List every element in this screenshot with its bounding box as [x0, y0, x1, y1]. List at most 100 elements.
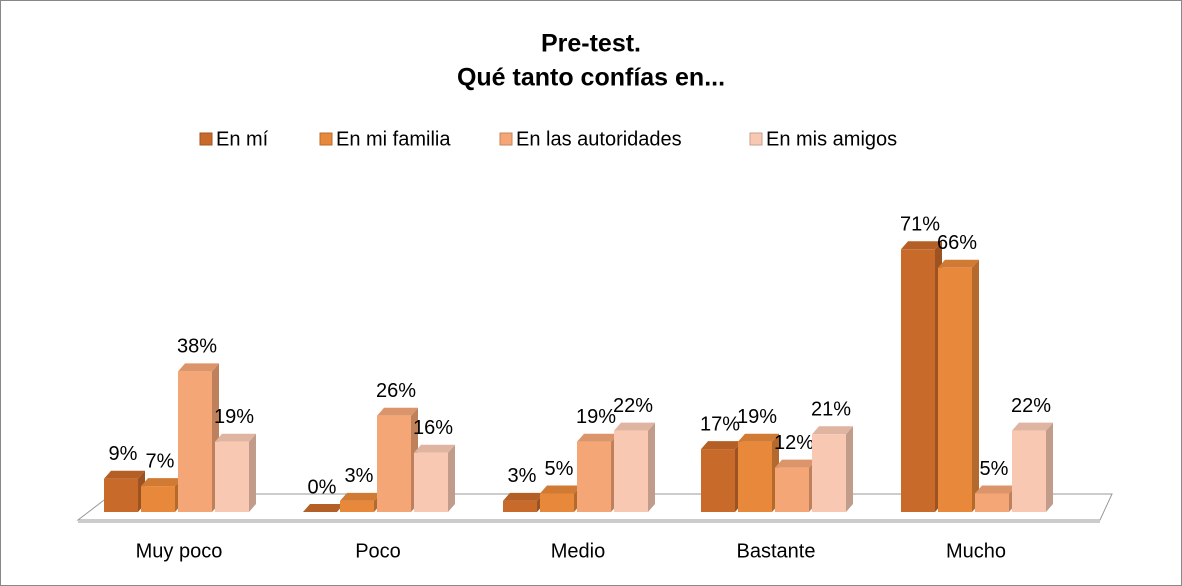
bar	[738, 433, 779, 512]
bar	[503, 492, 544, 512]
legend-label: En las autoridades	[516, 128, 682, 150]
bar-side	[448, 444, 455, 512]
bar-top	[540, 485, 581, 494]
bar	[614, 422, 655, 512]
bar-front	[178, 371, 212, 512]
bar	[141, 478, 182, 512]
data-label: 17%	[700, 413, 740, 435]
legend-swatch	[499, 132, 513, 146]
bar-front	[812, 434, 846, 512]
bar-side	[846, 426, 853, 512]
x-tick-label: Poco	[355, 540, 401, 562]
data-label: 16%	[413, 417, 453, 439]
legend-label: En mí	[216, 128, 269, 150]
bar-front	[614, 430, 648, 512]
bar-top	[614, 422, 655, 431]
data-label: 22%	[613, 395, 653, 417]
bar-front	[141, 486, 175, 512]
data-label: 5%	[545, 458, 574, 480]
bar-top	[901, 241, 942, 250]
bar	[303, 504, 344, 512]
bar-side	[648, 422, 655, 512]
bar-front	[503, 500, 537, 512]
bar-top	[738, 433, 779, 442]
bar-top	[414, 444, 455, 453]
bar-front	[1012, 430, 1046, 512]
data-label: 12%	[774, 432, 814, 454]
chart-title: Pre-test.	[541, 30, 641, 58]
bar-front	[340, 500, 374, 512]
data-label: 5%	[980, 458, 1009, 480]
bar-front	[577, 441, 611, 512]
legend-label: En mi familia	[336, 128, 451, 150]
legend-label: En mis amigos	[766, 128, 897, 150]
bar-top	[503, 492, 544, 501]
bar	[901, 241, 942, 513]
bar	[215, 433, 256, 512]
data-label: 19%	[737, 406, 777, 428]
bar-side	[1046, 422, 1053, 512]
bar-top	[104, 470, 145, 479]
data-label: 38%	[177, 336, 217, 358]
data-label: 9%	[109, 443, 138, 465]
bar-top	[812, 426, 853, 435]
bar-side	[249, 433, 256, 512]
data-label: 3%	[345, 465, 374, 487]
data-label: 66%	[937, 232, 977, 254]
bar-top	[141, 478, 182, 487]
bar-top	[1012, 422, 1053, 431]
bar	[340, 492, 381, 512]
bar-side	[972, 259, 979, 512]
x-tick-label: Bastante	[737, 540, 816, 562]
bar-front	[775, 467, 809, 512]
bar	[377, 407, 418, 512]
bar	[975, 485, 1016, 512]
data-label: 0%	[308, 476, 337, 498]
bar-front	[540, 493, 574, 512]
bar-top	[701, 441, 742, 450]
bar-top	[975, 485, 1016, 494]
bar-front	[215, 441, 249, 512]
data-label: 22%	[1011, 395, 1051, 417]
floor-edge	[78, 520, 1100, 523]
bar-front	[901, 249, 935, 513]
bar-top	[377, 407, 418, 416]
x-tick-label: Medio	[551, 540, 605, 562]
bar	[1012, 422, 1053, 512]
bar-front	[414, 452, 448, 512]
bar-top	[938, 259, 979, 268]
bar-top	[775, 459, 816, 468]
data-label: 71%	[900, 214, 940, 236]
legend-swatch	[749, 132, 763, 146]
bar-top	[215, 433, 256, 442]
legend-swatch	[199, 132, 213, 146]
bar-top	[577, 433, 618, 442]
data-label: 26%	[376, 380, 416, 402]
data-label: 3%	[508, 465, 537, 487]
data-label: 21%	[811, 399, 851, 421]
bar-front	[738, 441, 772, 512]
data-label: 19%	[214, 406, 254, 428]
bar-front	[701, 449, 735, 512]
bar-front	[938, 267, 972, 512]
bar	[178, 363, 219, 512]
x-tick-label: Mucho	[946, 540, 1006, 562]
bar	[775, 459, 816, 512]
bar	[540, 485, 581, 512]
bar-top	[303, 504, 344, 512]
chart-title: Qué tanto confías en...	[457, 64, 725, 92]
legend-swatch	[319, 132, 333, 146]
bar-front	[377, 415, 411, 512]
bar	[414, 444, 455, 512]
bar	[577, 433, 618, 512]
bar	[812, 426, 853, 512]
bar-top	[340, 492, 381, 501]
data-label: 7%	[146, 450, 175, 472]
bar-front	[975, 493, 1009, 512]
bar	[104, 470, 145, 512]
x-tick-label: Muy poco	[136, 540, 223, 562]
bar-top	[178, 363, 219, 372]
bar	[938, 259, 979, 512]
data-label: 19%	[576, 406, 616, 428]
